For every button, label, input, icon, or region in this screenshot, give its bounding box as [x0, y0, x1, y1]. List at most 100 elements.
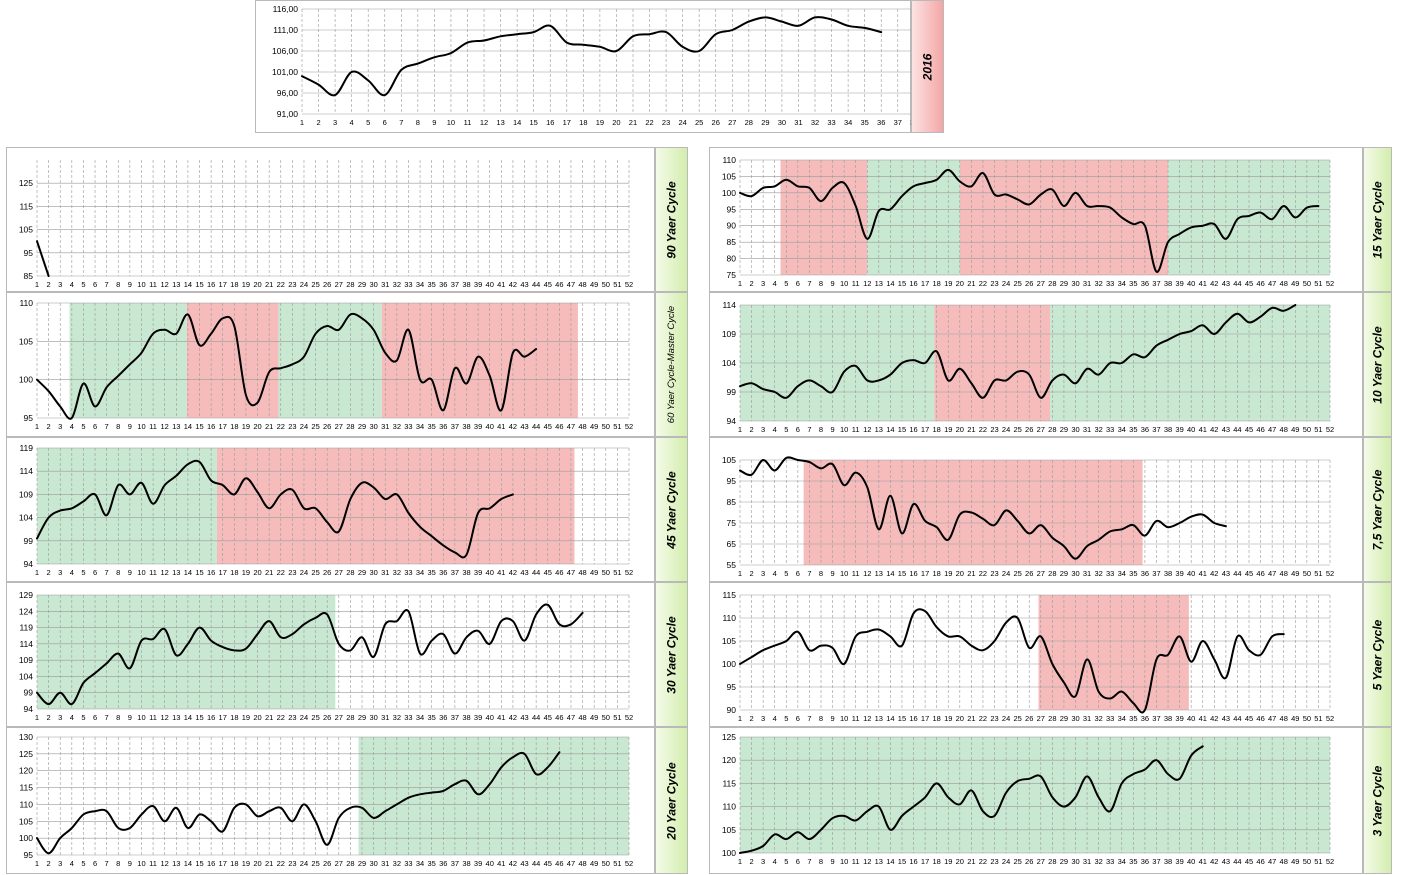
data-point [94, 810, 96, 812]
x-tick-label: 14 [886, 569, 894, 578]
x-tick-label: 22 [277, 713, 285, 722]
x-tick-label: 18 [579, 118, 587, 127]
data-point [301, 75, 303, 77]
x-tick-label: 4 [773, 569, 777, 578]
data-point [843, 484, 845, 486]
x-tick-label: 35 [1129, 857, 1137, 866]
x-tick-label: 6 [93, 713, 97, 722]
data-point [349, 498, 352, 500]
x-tick-label: 5 [81, 568, 85, 577]
data-point [912, 359, 915, 361]
x-tick-label: 39 [474, 859, 482, 868]
x-tick-label: 48 [578, 422, 586, 431]
data-point [1179, 635, 1181, 637]
x-tick-label: 32 [1094, 279, 1102, 288]
data-point [1317, 205, 1320, 207]
x-tick-label: 20 [253, 568, 261, 577]
x-tick-label: 30 [369, 568, 377, 577]
data-point [797, 459, 799, 461]
x-tick-label: 6 [796, 857, 800, 866]
y-tick-label: 110 [722, 613, 736, 623]
x-tick-label: 39 [474, 422, 482, 431]
data-point [820, 829, 822, 831]
y-tick-label: 109 [19, 655, 33, 665]
x-tick-label: 1 [35, 713, 39, 722]
data-point [1202, 640, 1204, 642]
x-tick-label: 33 [404, 859, 412, 868]
x-tick-label: 46 [555, 280, 563, 289]
x-tick-label: 10 [137, 713, 145, 722]
x-tick-label: 29 [1060, 714, 1068, 723]
data-point [1155, 345, 1158, 347]
data-point [615, 50, 618, 52]
data-point [889, 829, 891, 831]
x-tick-label: 14 [184, 280, 192, 289]
x-tick-label: 20 [956, 569, 964, 578]
data-point [739, 385, 741, 387]
data-point [1086, 205, 1088, 207]
y-tick-label: 99 [24, 688, 34, 698]
shaded-region-green [740, 737, 1330, 853]
data-point [774, 185, 776, 187]
chart-label-10-year: 10 Yaer Cycle [1363, 292, 1392, 437]
data-point [512, 620, 514, 622]
data-point [326, 325, 328, 327]
x-tick-label: 23 [990, 857, 998, 866]
data-point [866, 379, 868, 381]
x-tick-label: 22 [979, 279, 987, 288]
data-point [785, 397, 787, 399]
x-tick-label: 21 [967, 857, 975, 866]
x-tick-label: 15 [898, 714, 906, 723]
x-tick-label: 47 [1268, 857, 1276, 866]
data-point [1167, 526, 1169, 528]
data-point [1098, 205, 1100, 207]
y-tick-label: 114 [722, 300, 736, 310]
x-tick-label: 13 [875, 714, 883, 723]
x-tick-label: 51 [1314, 425, 1322, 434]
data-point [82, 682, 85, 684]
data-point [82, 500, 85, 502]
x-tick-label: 25 [311, 713, 319, 722]
x-tick-label: 26 [323, 280, 331, 289]
data-point [338, 817, 340, 819]
x-tick-label: 27 [1037, 425, 1045, 434]
data-point [419, 653, 421, 655]
y-tick-label: 110 [19, 799, 33, 809]
x-tick-label: 5 [81, 422, 85, 431]
x-tick-label: 51 [1314, 714, 1322, 723]
x-tick-label: 34 [1118, 279, 1126, 288]
x-tick-label: 21 [967, 569, 975, 578]
data-point [1040, 397, 1042, 399]
data-point [222, 830, 224, 832]
data-point [431, 535, 433, 537]
data-point [947, 635, 949, 637]
x-tick-label: 18 [932, 279, 940, 288]
x-tick-label: 40 [1187, 714, 1195, 723]
data-point [1167, 654, 1169, 656]
x-tick-label: 26 [1025, 569, 1033, 578]
x-tick-label: 27 [335, 422, 343, 431]
series-line [301, 16, 883, 97]
y-tick-label: 99 [727, 387, 737, 397]
x-tick-label: 29 [1060, 569, 1068, 578]
y-tick-label: 100 [722, 188, 736, 198]
y-tick-label: 95 [24, 850, 34, 860]
x-tick-label: 31 [381, 568, 389, 577]
y-tick-label: 115 [19, 201, 33, 211]
y-tick-label: 115 [722, 778, 736, 788]
data-point [1121, 782, 1123, 784]
x-tick-label: 9 [128, 859, 132, 868]
x-tick-label: 30 [1071, 714, 1079, 723]
x-tick-label: 34 [416, 568, 424, 577]
x-tick-label: 19 [944, 425, 952, 434]
x-tick-label: 52 [1326, 714, 1334, 723]
x-tick-label: 1 [35, 280, 39, 289]
x-tick-label: 11 [149, 280, 157, 289]
chart-panel-2016: 91,00 96,00 101,00 106,00 111,00 116,00 1 2 3 4 5 6… [255, 0, 912, 133]
x-tick-label: 5 [81, 280, 85, 289]
x-tick-label: 11 [149, 422, 157, 431]
x-tick-label: 16 [207, 422, 215, 431]
y-tick-label: 75 [727, 518, 737, 528]
